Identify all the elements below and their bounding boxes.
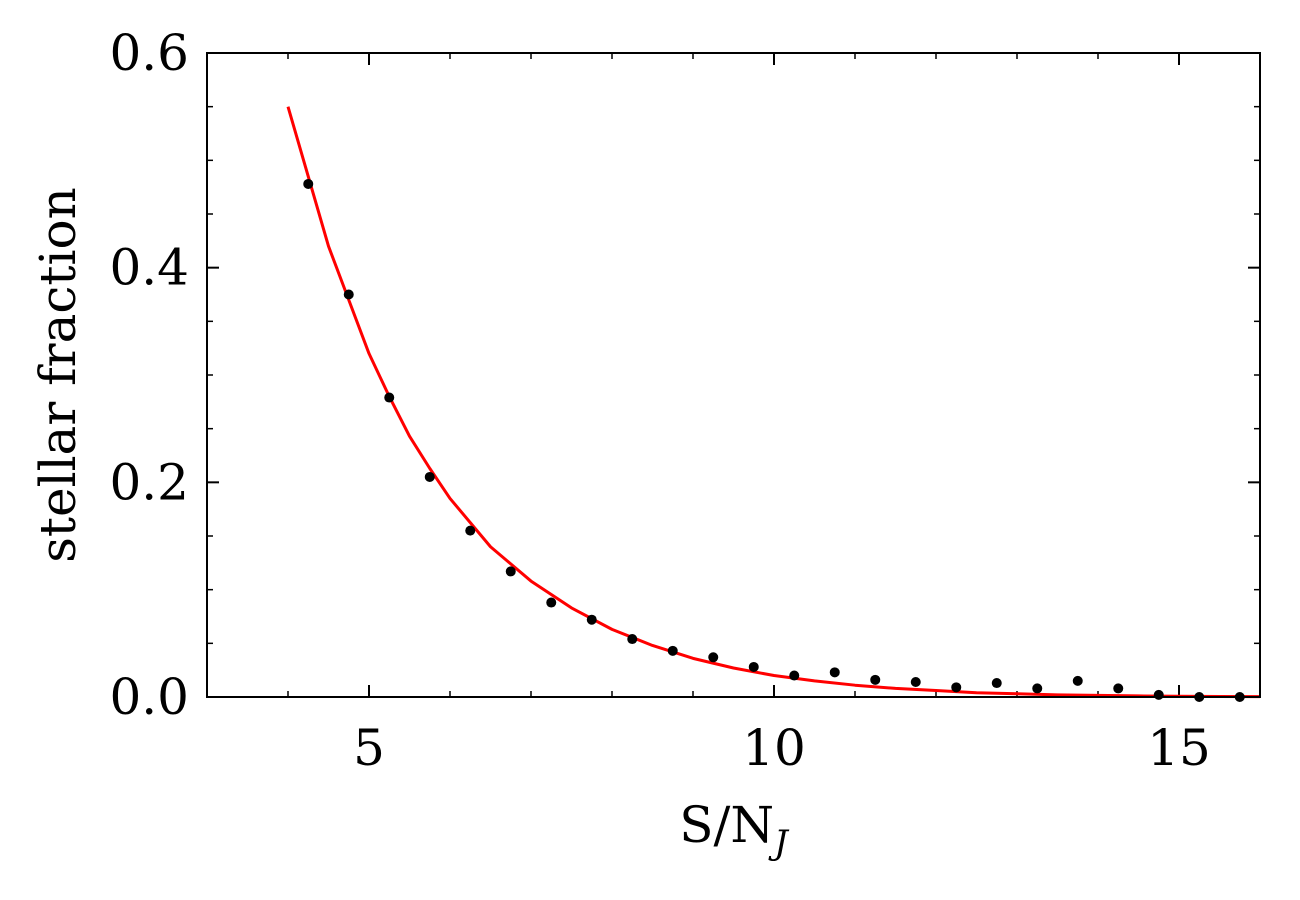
data-point bbox=[789, 670, 800, 681]
y-tick-label: 0.4 bbox=[109, 239, 189, 297]
data-point bbox=[343, 289, 354, 300]
x-axis-label-subscript: J bbox=[768, 823, 790, 863]
data-point bbox=[627, 634, 638, 645]
x-tick-label: 10 bbox=[742, 719, 806, 777]
data-points-layer bbox=[303, 178, 1245, 702]
data-point bbox=[829, 667, 840, 678]
data-point bbox=[1113, 683, 1124, 694]
axis-ticks bbox=[206, 52, 1261, 698]
data-point bbox=[708, 652, 719, 663]
data-point bbox=[870, 674, 881, 685]
data-point bbox=[667, 645, 678, 656]
fit-curve-layer bbox=[286, 106, 1261, 699]
fit-curve bbox=[286, 106, 1261, 699]
data-point bbox=[1032, 683, 1043, 694]
data-point bbox=[1153, 689, 1164, 700]
data-point bbox=[1072, 675, 1083, 686]
data-point bbox=[303, 178, 314, 189]
data-point bbox=[546, 597, 557, 608]
x-axis-label-main: S/N bbox=[679, 796, 774, 854]
data-point bbox=[910, 676, 921, 687]
tick-labels: 5 10 15 0.0 0.2 0.4 0.6 bbox=[109, 24, 1210, 777]
data-point bbox=[505, 566, 516, 577]
y-tick-label: 0.0 bbox=[109, 668, 189, 726]
plot-frame bbox=[206, 52, 1261, 698]
x-tick-label: 15 bbox=[1147, 719, 1211, 777]
y-axis-label: stellar fraction bbox=[29, 187, 87, 563]
x-axis-label: S/NJ bbox=[679, 796, 790, 863]
data-point bbox=[465, 525, 476, 536]
y-tick-label: 0.2 bbox=[109, 453, 189, 511]
data-point bbox=[991, 678, 1002, 689]
data-point bbox=[424, 471, 435, 482]
data-point bbox=[586, 614, 597, 625]
data-point bbox=[951, 682, 962, 693]
data-point bbox=[384, 392, 395, 403]
x-tick-label: 5 bbox=[353, 719, 385, 777]
y-tick-label: 0.6 bbox=[109, 24, 189, 82]
data-point bbox=[748, 661, 759, 672]
